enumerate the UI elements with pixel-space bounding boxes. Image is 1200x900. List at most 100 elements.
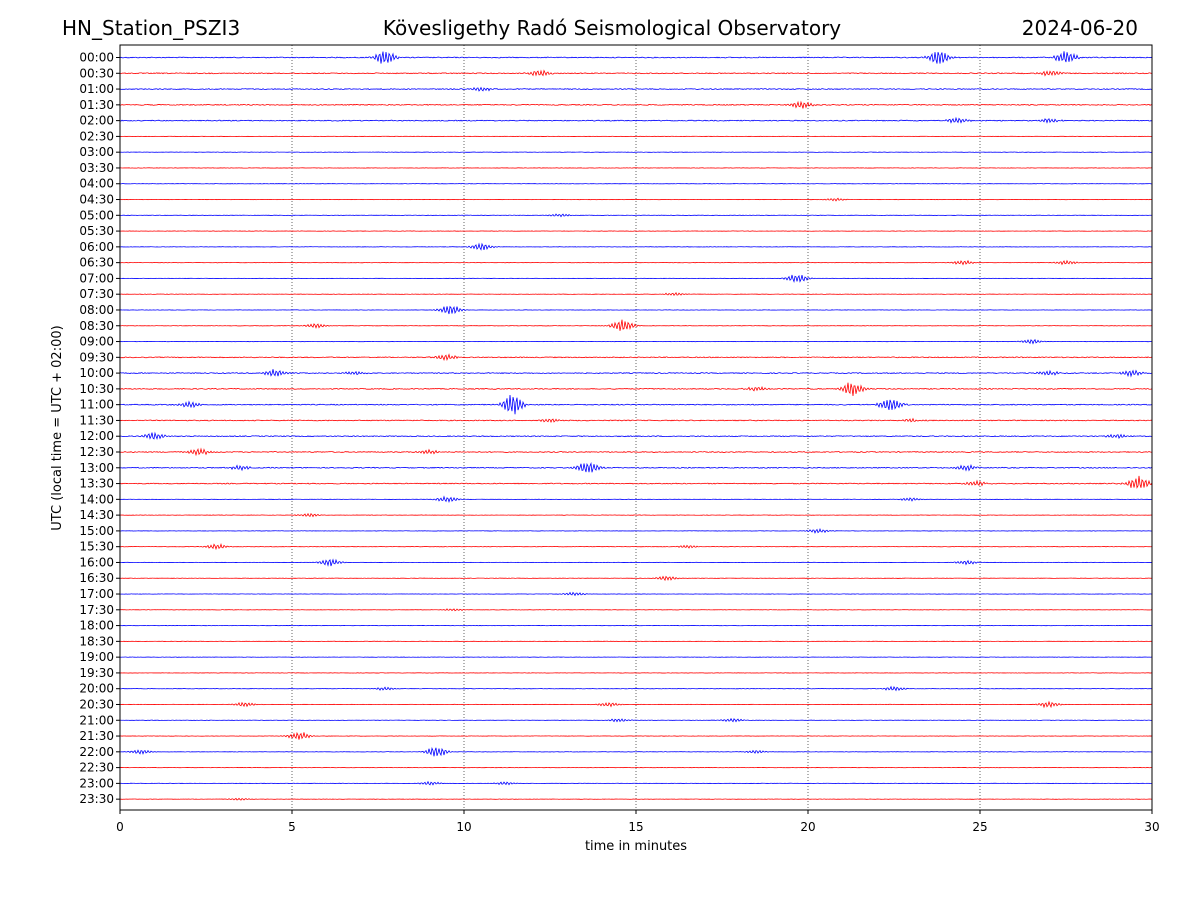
x-tick-label: 25 bbox=[972, 820, 987, 834]
y-tick-label: 04:00 bbox=[79, 177, 114, 191]
y-tick-label: 05:00 bbox=[79, 208, 114, 222]
y-tick-label: 15:30 bbox=[79, 540, 114, 554]
trace-line bbox=[119, 69, 1153, 77]
trace-line bbox=[120, 700, 1152, 709]
seismic-traces bbox=[119, 51, 1153, 801]
y-tick-label: 13:00 bbox=[79, 461, 114, 475]
y-tick-label: 07:00 bbox=[79, 271, 114, 285]
trace-line bbox=[119, 591, 1153, 597]
y-tick-label: 06:30 bbox=[79, 256, 114, 270]
y-tick-label: 10:00 bbox=[79, 366, 114, 380]
trace-line bbox=[119, 431, 1153, 440]
y-tick-label: 11:00 bbox=[79, 398, 114, 412]
y-tick-label: 09:30 bbox=[79, 350, 114, 364]
y-tick-label: 21:00 bbox=[79, 713, 114, 727]
y-tick-label: 03:00 bbox=[79, 145, 114, 159]
trace-line bbox=[119, 731, 1153, 740]
x-tick-labels: 0 5 10 15 20 25 30 bbox=[116, 810, 1160, 834]
x-tick-label: 20 bbox=[800, 820, 815, 834]
y-tick-label: 23:30 bbox=[79, 792, 114, 806]
plot-frame bbox=[119, 44, 1153, 811]
trace-line bbox=[119, 338, 1153, 345]
trace-line bbox=[119, 242, 1153, 251]
y-tick-label: 16:30 bbox=[79, 571, 114, 585]
trace-line bbox=[119, 116, 1153, 124]
y-tick-label: 14:00 bbox=[79, 492, 114, 506]
y-tick-label: 02:00 bbox=[79, 114, 114, 128]
y-tick-label: 21:30 bbox=[79, 729, 114, 743]
y-tick-label: 19:00 bbox=[79, 650, 114, 664]
trace-line bbox=[119, 382, 1153, 396]
y-tick-label: 06:00 bbox=[79, 240, 114, 254]
y-tick-label: 20:30 bbox=[79, 697, 114, 711]
y-tick-label: 08:30 bbox=[79, 319, 114, 333]
trace-line bbox=[119, 780, 1153, 786]
trace-line bbox=[119, 291, 1153, 297]
y-tick-label: 22:00 bbox=[79, 745, 114, 759]
trace-line bbox=[119, 51, 1153, 64]
y-axis-label: UTC (local time = UTC + 02:00) bbox=[50, 325, 65, 530]
trace-line bbox=[119, 86, 1153, 92]
y-tick-label: 11:30 bbox=[79, 413, 114, 427]
trace-line bbox=[119, 197, 1153, 202]
x-tick-label: 5 bbox=[288, 820, 296, 834]
y-tick-label: 17:00 bbox=[79, 587, 114, 601]
trace-line bbox=[119, 495, 1153, 504]
trace-line bbox=[119, 575, 1153, 582]
trace-line bbox=[119, 213, 1153, 218]
x-tick-label: 15 bbox=[628, 820, 643, 834]
y-tick-label: 19:30 bbox=[79, 666, 114, 680]
y-tick-label: 23:00 bbox=[79, 776, 114, 790]
trace-line bbox=[119, 417, 1153, 424]
trace-line bbox=[119, 558, 1153, 567]
y-tick-label: 04:30 bbox=[79, 193, 114, 207]
y-tick-label: 18:30 bbox=[79, 634, 114, 648]
x-axis-label: time in minutes bbox=[585, 839, 687, 854]
y-tick-label: 09:00 bbox=[79, 335, 114, 349]
trace-line bbox=[119, 447, 1153, 457]
trace-line bbox=[119, 512, 1153, 518]
vertical-grid bbox=[291, 45, 981, 810]
y-tick-label: 17:30 bbox=[79, 603, 114, 617]
y-tick-label: 15:00 bbox=[79, 524, 114, 538]
y-tick-label: 16:00 bbox=[79, 555, 114, 569]
x-tick-label: 0 bbox=[116, 820, 124, 834]
y-tick-label: 00:30 bbox=[79, 66, 114, 80]
y-tick-label: 03:30 bbox=[79, 161, 114, 175]
trace-line bbox=[119, 369, 1153, 378]
station-name: HN_Station_PSZI3 bbox=[62, 16, 240, 40]
y-tick-label: 18:00 bbox=[79, 619, 114, 633]
trace-line bbox=[120, 100, 1153, 109]
y-tick-label: 20:00 bbox=[79, 682, 114, 696]
y-tick-label: 00:00 bbox=[79, 51, 114, 65]
trace-line bbox=[119, 353, 1153, 362]
trace-line bbox=[119, 319, 1153, 331]
y-tick-label: 01:00 bbox=[79, 82, 114, 96]
y-tick-label: 05:30 bbox=[79, 224, 114, 238]
y-tick-label: 01:30 bbox=[79, 98, 114, 112]
trace-line bbox=[119, 797, 1153, 801]
record-date: 2024-06-20 bbox=[1022, 16, 1138, 40]
y-tick-label: 08:00 bbox=[79, 303, 114, 317]
y-tick-label: 13:30 bbox=[79, 477, 114, 491]
x-tick-label: 10 bbox=[456, 820, 471, 834]
trace-line bbox=[119, 305, 1153, 315]
y-tick-label: 07:30 bbox=[79, 287, 114, 301]
trace-line bbox=[119, 461, 1153, 473]
x-tick-label: 30 bbox=[1144, 820, 1159, 834]
trace-line bbox=[119, 747, 1153, 757]
trace-line bbox=[119, 475, 1153, 489]
trace-line bbox=[119, 685, 1153, 692]
y-tick-label: 12:30 bbox=[79, 445, 114, 459]
y-tick-label: 10:30 bbox=[79, 382, 114, 396]
trace-line bbox=[119, 528, 1153, 534]
trace-line bbox=[119, 717, 1153, 723]
trace-line bbox=[119, 395, 1153, 415]
trace-line bbox=[119, 542, 1153, 551]
y-tick-label: 22:30 bbox=[79, 761, 114, 775]
trace-line bbox=[119, 274, 1153, 284]
y-tick-label: 12:00 bbox=[79, 429, 114, 443]
